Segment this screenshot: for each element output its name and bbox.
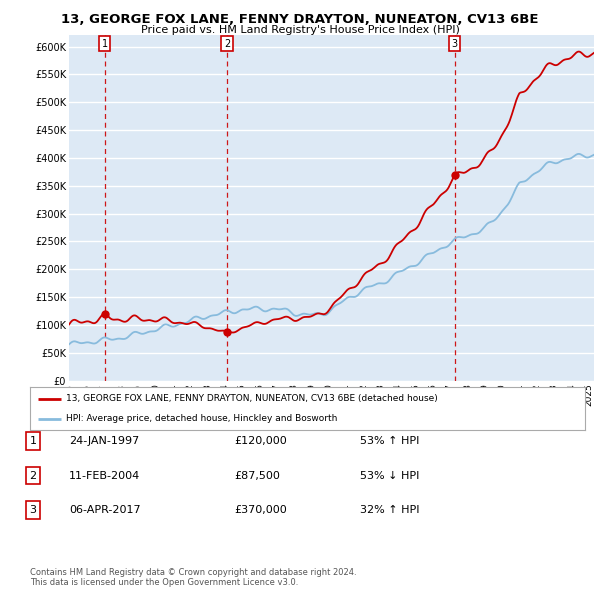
Text: £370,000: £370,000 xyxy=(234,505,287,514)
Text: 32% ↑ HPI: 32% ↑ HPI xyxy=(360,505,419,514)
Text: 24-JAN-1997: 24-JAN-1997 xyxy=(69,437,139,446)
Text: 3: 3 xyxy=(452,39,458,49)
Text: 2: 2 xyxy=(224,39,230,49)
Text: 53% ↑ HPI: 53% ↑ HPI xyxy=(360,437,419,446)
Text: Price paid vs. HM Land Registry's House Price Index (HPI): Price paid vs. HM Land Registry's House … xyxy=(140,25,460,35)
Text: £120,000: £120,000 xyxy=(234,437,287,446)
Text: 13, GEORGE FOX LANE, FENNY DRAYTON, NUNEATON, CV13 6BE: 13, GEORGE FOX LANE, FENNY DRAYTON, NUNE… xyxy=(61,13,539,26)
Text: 1: 1 xyxy=(102,39,108,49)
Text: 53% ↓ HPI: 53% ↓ HPI xyxy=(360,471,419,480)
Text: £87,500: £87,500 xyxy=(234,471,280,480)
Text: HPI: Average price, detached house, Hinckley and Bosworth: HPI: Average price, detached house, Hinc… xyxy=(66,414,337,424)
Text: Contains HM Land Registry data © Crown copyright and database right 2024.
This d: Contains HM Land Registry data © Crown c… xyxy=(30,568,356,587)
Text: 06-APR-2017: 06-APR-2017 xyxy=(69,505,140,514)
Text: 11-FEB-2004: 11-FEB-2004 xyxy=(69,471,140,480)
Text: 13, GEORGE FOX LANE, FENNY DRAYTON, NUNEATON, CV13 6BE (detached house): 13, GEORGE FOX LANE, FENNY DRAYTON, NUNE… xyxy=(66,394,438,403)
Text: 1: 1 xyxy=(29,437,37,446)
Text: 2: 2 xyxy=(29,471,37,480)
Text: 3: 3 xyxy=(29,505,37,514)
